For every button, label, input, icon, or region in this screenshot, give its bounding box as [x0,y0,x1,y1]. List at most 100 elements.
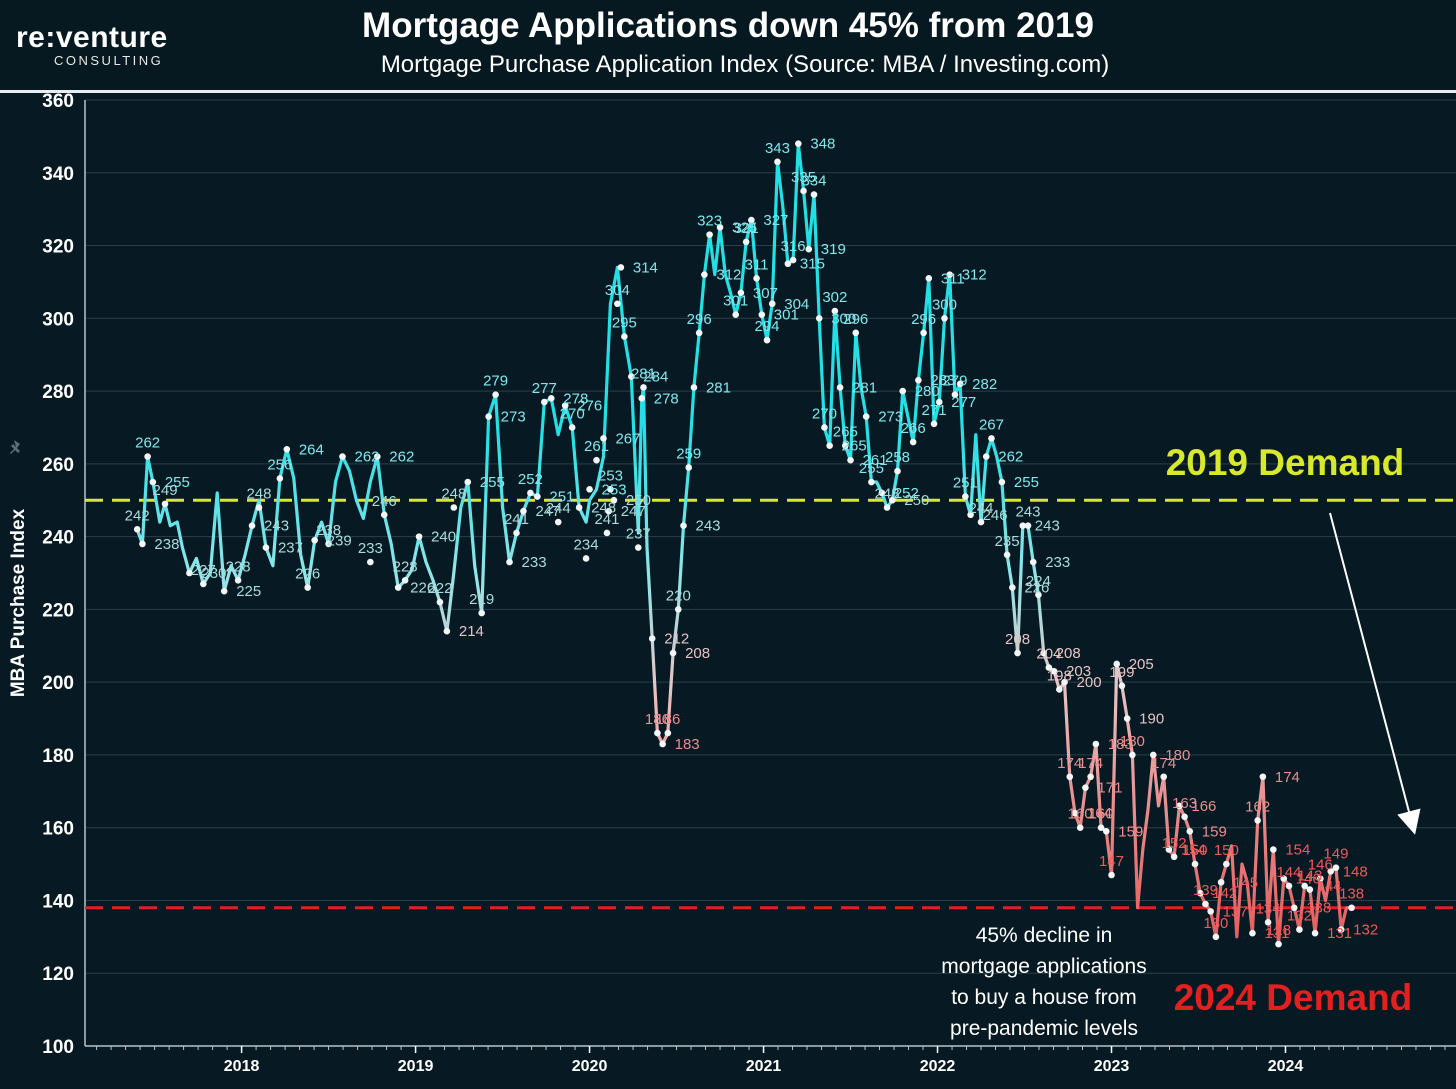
data-point [640,384,647,391]
data-label: 132 [1353,922,1378,939]
data-label: 166 [1191,798,1216,815]
data-label: 281 [852,379,877,396]
data-label: 199 [1109,664,1134,681]
data-point [1024,522,1032,529]
data-label: 183 [1108,736,1133,753]
data-label: 237 [278,540,303,557]
data-point [888,496,896,504]
data-label: 228 [226,558,251,575]
data-label: 255 [480,474,505,491]
data-label: 280 [915,383,940,400]
data-label: 267 [979,416,1004,433]
data-label: 282 [972,376,997,393]
data-point [706,231,713,238]
data-label: 321 [734,220,759,237]
data-label: 271 [922,402,947,419]
data-point [149,478,157,486]
data-point [628,373,635,380]
y-tick-label: 340 [42,164,74,185]
data-point [1348,904,1355,912]
data-point [527,489,534,497]
data-label: 262 [135,435,160,452]
data-point [1191,860,1199,868]
data-point [1118,682,1126,690]
data-point [492,391,499,399]
data-label: 200 [1077,674,1102,691]
data-label: 250 [626,492,651,509]
data-label: 325 [732,219,757,236]
data-label: 304 [784,296,809,313]
data-point [1306,886,1314,893]
data-label: 243 [264,518,289,535]
data-label: 323 [697,213,722,230]
data-point [339,453,346,460]
data-label: 228 [393,558,418,575]
data-label: 137 [1223,903,1248,920]
data-point [821,424,828,431]
data-point [842,442,849,449]
x-tick-label: 2019 [398,1058,434,1075]
data-point [1223,860,1230,868]
data-label: 248 [246,486,271,503]
data-label: 278 [654,390,679,407]
data-point [144,453,151,460]
annotation-text-line: 45% decline in [976,924,1113,947]
data-point [982,453,990,460]
data-point [575,504,583,511]
data-label: 230 [201,565,226,582]
data-point [1071,809,1079,817]
data-label: 296 [687,311,712,328]
data-label: 296 [843,311,868,328]
logo-tagline: CONSULTING [54,53,164,68]
data-point [478,609,485,617]
y-tick-label: 140 [42,891,74,912]
data-label: 227 [191,562,216,579]
data-label: 307 [753,285,778,302]
data-label: 252 [518,471,543,488]
data-label: 150 [1214,842,1239,859]
data-point [737,289,745,297]
data-point [513,529,520,537]
data-label: 138 [1339,886,1364,903]
data-point [248,522,256,529]
data-point [935,398,943,406]
data-point [795,140,802,147]
x-tick-label: 2023 [1094,1058,1130,1075]
data-point [669,649,677,657]
data-point [1165,846,1173,853]
data-point [941,315,948,322]
data-point [654,729,661,737]
data-label: 261 [584,438,609,455]
data-point [605,507,612,515]
data-point [1202,900,1209,908]
data-point [1087,773,1094,781]
data-point [753,274,760,282]
data-point [554,518,562,526]
data-point [988,435,995,442]
data-point [1217,878,1225,886]
data-point [894,467,901,475]
data-label: 146 [1308,857,1333,874]
data-point [1040,649,1047,657]
data-label: 174 [1151,755,1176,772]
chart-header: re:venture CONSULTING Mortgage Applicati… [0,0,1456,93]
data-label: 237 [626,526,651,543]
data-point [133,526,141,533]
data-point [1285,882,1293,890]
data-point [1129,751,1136,759]
data-label: 235 [995,533,1020,550]
data-point [373,453,381,460]
y-tick-label: 200 [42,673,74,694]
data-label: 214 [459,623,484,640]
data-point [1280,875,1288,882]
data-label: 243 [696,518,721,535]
data-point [1113,660,1121,668]
data-point [810,191,818,198]
data-label: 248 [591,500,616,517]
data-label: 186 [645,711,670,728]
data-label: 208 [1056,645,1081,662]
data-label: 154 [1181,842,1206,859]
data-point [1337,926,1345,933]
data-label: 145 [1233,874,1258,891]
